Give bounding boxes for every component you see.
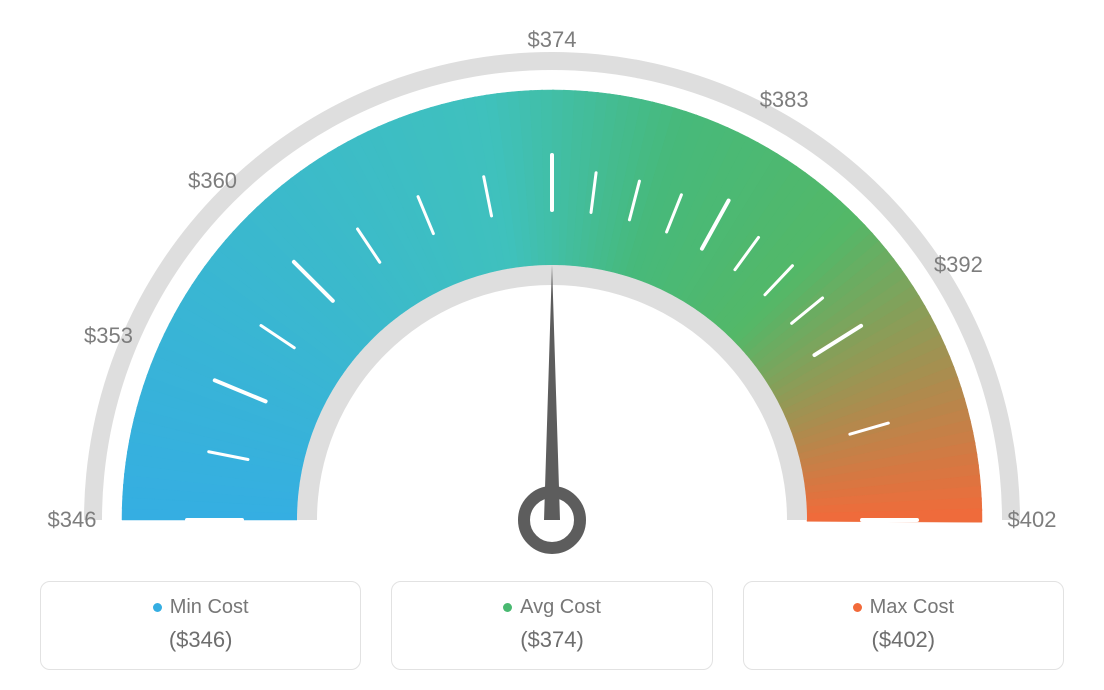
tick-label: $346 <box>48 507 97 533</box>
dot-icon <box>503 603 512 612</box>
dot-icon <box>153 603 162 612</box>
card-title-row: Max Cost <box>853 596 954 619</box>
gauge-chart: $346 $353 $360 $374 $383 $392 $402 <box>0 0 1104 560</box>
card-value: ($374) <box>402 627 701 653</box>
tick-label: $402 <box>1008 507 1057 533</box>
tick-label: $374 <box>528 27 577 53</box>
card-title-row: Avg Cost <box>503 596 601 619</box>
card-value: ($346) <box>51 627 350 653</box>
tick-label: $353 <box>84 323 133 349</box>
card-value: ($402) <box>754 627 1053 653</box>
needle <box>544 265 560 520</box>
legend-cards: Min Cost ($346) Avg Cost ($374) Max Cost… <box>40 581 1064 670</box>
card-title: Avg Cost <box>520 596 601 619</box>
card-title: Min Cost <box>170 596 249 619</box>
card-avg-cost: Avg Cost ($374) <box>391 581 712 670</box>
dot-icon <box>853 603 862 612</box>
tick-label: $383 <box>760 87 809 113</box>
card-title-row: Min Cost <box>153 596 249 619</box>
card-min-cost: Min Cost ($346) <box>40 581 361 670</box>
card-title: Max Cost <box>870 596 954 619</box>
tick-label: $392 <box>934 252 983 278</box>
card-max-cost: Max Cost ($402) <box>743 581 1064 670</box>
tick-label: $360 <box>188 168 237 194</box>
gauge-svg <box>0 0 1104 560</box>
